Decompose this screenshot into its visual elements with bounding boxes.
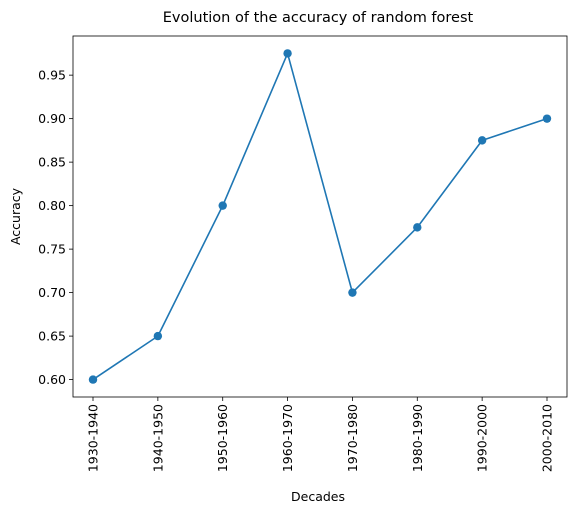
accuracy-data-points bbox=[88, 49, 552, 384]
data-point bbox=[153, 331, 163, 341]
data-point bbox=[88, 375, 98, 384]
y-tick-label: 0.60 bbox=[38, 372, 66, 387]
x-axis-label: Decades bbox=[291, 489, 345, 504]
x-tick-label: 1930-1940 bbox=[86, 404, 101, 472]
y-axis-label: Accuracy bbox=[8, 187, 23, 245]
x-tick-label: 1990-2000 bbox=[475, 404, 490, 472]
chart-title: Evolution of the accuracy of random fore… bbox=[163, 10, 474, 26]
x-tick-label: 2000-2010 bbox=[540, 404, 555, 472]
accuracy-series-line bbox=[92, 52, 548, 381]
x-tick-label: 1980-1990 bbox=[410, 404, 425, 472]
x-axis-ticks: 1930-1940 1940-1950 1950-1960 1960-1970 1970… bbox=[86, 397, 555, 472]
data-point bbox=[348, 288, 357, 297]
y-tick-label: 0.85 bbox=[38, 155, 66, 170]
y-tick-label: 0.80 bbox=[38, 198, 66, 213]
x-tick-label: 1940-1950 bbox=[150, 404, 165, 472]
y-tick-label: 0.75 bbox=[38, 242, 66, 257]
y-axis-ticks: 0.60 0.65 0.70 0.75 0.80 0.85 0.90 0.95 bbox=[38, 68, 73, 387]
y-tick-label: 0.90 bbox=[38, 111, 66, 126]
data-point bbox=[542, 114, 552, 123]
plot-area-frame bbox=[72, 35, 568, 398]
x-tick-label: 1960-1970 bbox=[280, 404, 295, 472]
data-point bbox=[283, 49, 292, 58]
y-tick-label: 0.70 bbox=[38, 285, 66, 300]
data-point bbox=[413, 223, 422, 232]
data-point bbox=[477, 136, 487, 145]
x-tick-label: 1970-1980 bbox=[345, 404, 360, 472]
x-tick-label: 1950-1960 bbox=[215, 404, 230, 472]
data-point bbox=[218, 201, 227, 210]
y-tick-label: 0.95 bbox=[38, 68, 66, 83]
y-tick-label: 0.65 bbox=[38, 329, 66, 344]
